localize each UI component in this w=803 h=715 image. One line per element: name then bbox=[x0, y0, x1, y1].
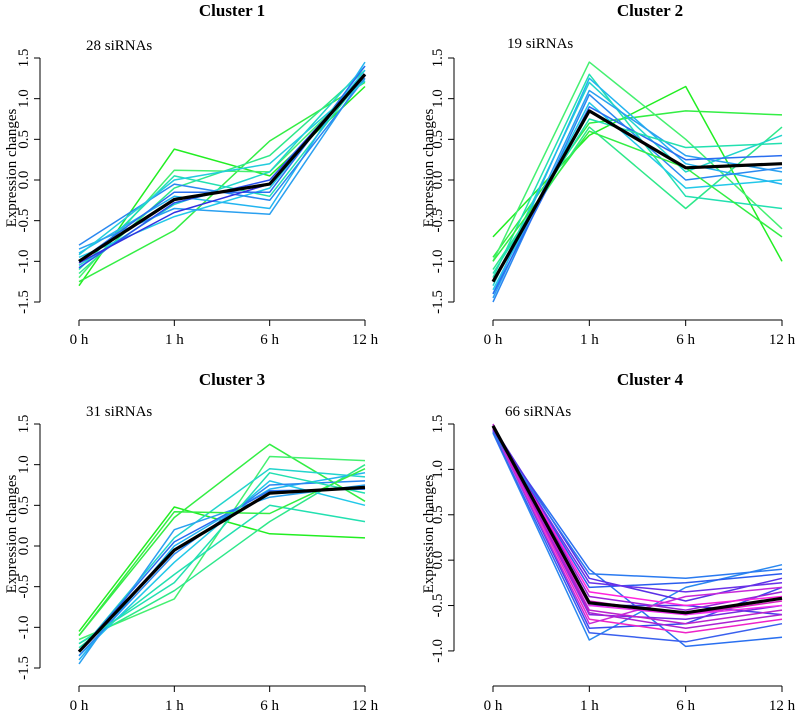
mean-line bbox=[77, 485, 366, 653]
y-tick-label: 1.5 bbox=[430, 49, 446, 68]
x-tick-label: 6 h bbox=[260, 332, 279, 348]
x-tick-label: 1 h bbox=[165, 332, 184, 348]
y-axis-label: Expression changes bbox=[4, 108, 20, 227]
series-line bbox=[78, 504, 366, 649]
count-label: 66 siRNAs bbox=[505, 404, 571, 420]
y-ticks: -1.5 -1.0 -0.5 0.0 0.5 1.0 1.5 bbox=[16, 415, 41, 680]
x-ticks: 0 h 1 h 6 h 12 h bbox=[484, 685, 796, 714]
y-tick-label: 1.5 bbox=[430, 415, 446, 434]
x-tick-label: 12 h bbox=[352, 698, 379, 714]
y-tick-label: 1.0 bbox=[16, 455, 32, 474]
mean-line bbox=[491, 109, 783, 283]
series-line bbox=[492, 73, 783, 278]
y-tick-label: -1.0 bbox=[16, 615, 32, 639]
series-line bbox=[492, 429, 783, 593]
panel-cluster-4: Cluster 4 66 siRNAs Expression changes -… bbox=[421, 370, 796, 714]
y-axis-label: Expression changes bbox=[421, 108, 437, 227]
x-tick-label: 6 h bbox=[676, 698, 695, 714]
series-line bbox=[492, 429, 783, 625]
x-tick-label: 0 h bbox=[70, 698, 89, 714]
y-tick-label: -0.5 bbox=[430, 594, 446, 618]
x-ticks: 0 h 1 h 6 h 12 h bbox=[484, 319, 796, 348]
x-tick-label: 12 h bbox=[769, 332, 796, 348]
y-tick-label: 1.0 bbox=[16, 89, 32, 108]
x-tick-label: 6 h bbox=[260, 698, 279, 714]
x-tick-label: 12 h bbox=[352, 332, 379, 348]
y-tick-label: 0.5 bbox=[430, 130, 446, 149]
y-tick-label: -0.5 bbox=[430, 209, 446, 233]
y-tick-label: 0.0 bbox=[430, 551, 446, 570]
y-tick-label: 0.5 bbox=[16, 496, 32, 515]
series-line bbox=[78, 480, 366, 657]
y-ticks: -1.5 -1.0 -0.5 0.0 0.5 1.0 1.5 bbox=[430, 49, 455, 314]
y-tick-label: 0.0 bbox=[16, 171, 32, 190]
series-line bbox=[492, 426, 783, 634]
y-tick-label: -1.5 bbox=[430, 290, 446, 314]
series-line bbox=[78, 472, 366, 661]
y-tick-label: 1.0 bbox=[430, 89, 446, 108]
series-line bbox=[78, 80, 366, 256]
panel-title: Cluster 1 bbox=[199, 1, 265, 20]
series-lines bbox=[78, 61, 367, 287]
y-tick-label: -1.0 bbox=[430, 249, 446, 273]
x-ticks: 0 h 1 h 6 h 12 h bbox=[70, 319, 379, 348]
series-line bbox=[78, 73, 366, 250]
mean-line bbox=[491, 425, 783, 615]
panel-title: Cluster 3 bbox=[199, 370, 265, 389]
x-tick-label: 1 h bbox=[580, 698, 599, 714]
series-lines bbox=[491, 61, 783, 303]
panel-title: Cluster 2 bbox=[617, 1, 683, 20]
x-tick-label: 1 h bbox=[165, 698, 184, 714]
y-tick-label: 1.5 bbox=[16, 49, 32, 68]
x-tick-label: 0 h bbox=[484, 698, 503, 714]
x-tick-label: 0 h bbox=[484, 332, 503, 348]
series-line bbox=[492, 426, 783, 629]
count-label: 19 siRNAs bbox=[507, 36, 573, 52]
x-tick-label: 1 h bbox=[580, 332, 599, 348]
y-ticks: -1.0 -0.5 0.0 0.5 1.0 1.5 bbox=[430, 415, 455, 663]
series-line bbox=[492, 432, 783, 641]
series-line bbox=[492, 432, 783, 580]
panel-cluster-2: Cluster 2 19 siRNAs Expression changes -… bbox=[421, 1, 796, 348]
y-tick-label: -1.0 bbox=[16, 249, 32, 273]
series-line bbox=[78, 472, 366, 645]
y-tick-label: -0.5 bbox=[16, 575, 32, 599]
y-tick-label: 1.0 bbox=[430, 460, 446, 479]
y-tick-label: 0.0 bbox=[16, 537, 32, 556]
y-axis-label: Expression changes bbox=[421, 474, 437, 593]
series-line bbox=[492, 427, 783, 607]
series-line bbox=[492, 61, 783, 262]
y-tick-label: -0.5 bbox=[16, 209, 32, 233]
panel-cluster-1: Cluster 1 28 siRNAs Expression changes -… bbox=[4, 1, 379, 348]
series-line bbox=[492, 431, 783, 643]
panel-title: Cluster 4 bbox=[617, 370, 684, 389]
series-lines bbox=[77, 443, 366, 665]
y-tick-label: -1.5 bbox=[16, 290, 32, 314]
series-line bbox=[492, 81, 783, 287]
x-ticks: 0 h 1 h 6 h 12 h bbox=[70, 685, 379, 714]
series-line bbox=[78, 480, 366, 657]
series-lines bbox=[491, 423, 783, 648]
count-label: 31 siRNAs bbox=[86, 404, 152, 420]
series-line bbox=[78, 77, 366, 246]
y-tick-label: -1.0 bbox=[430, 639, 446, 663]
mean-line bbox=[78, 73, 367, 263]
y-ticks: -1.5 -1.0 -0.5 0.0 0.5 1.0 1.5 bbox=[16, 49, 41, 314]
y-tick-label: 0.5 bbox=[430, 505, 446, 524]
y-tick-label: 0.5 bbox=[16, 130, 32, 149]
x-tick-label: 6 h bbox=[676, 332, 695, 348]
panel-cluster-3: Cluster 3 31 siRNAs Expression changes -… bbox=[4, 370, 379, 714]
count-label: 28 siRNAs bbox=[86, 38, 152, 54]
series-line bbox=[78, 467, 366, 653]
x-tick-label: 0 h bbox=[70, 332, 89, 348]
series-line bbox=[78, 81, 366, 283]
y-axis-label: Expression changes bbox=[4, 474, 20, 593]
series-line bbox=[492, 110, 783, 258]
y-tick-label: 0.0 bbox=[430, 171, 446, 190]
series-line bbox=[78, 61, 366, 254]
x-tick-label: 12 h bbox=[769, 698, 796, 714]
y-tick-label: -1.5 bbox=[16, 656, 32, 680]
y-tick-label: 1.5 bbox=[16, 415, 32, 434]
